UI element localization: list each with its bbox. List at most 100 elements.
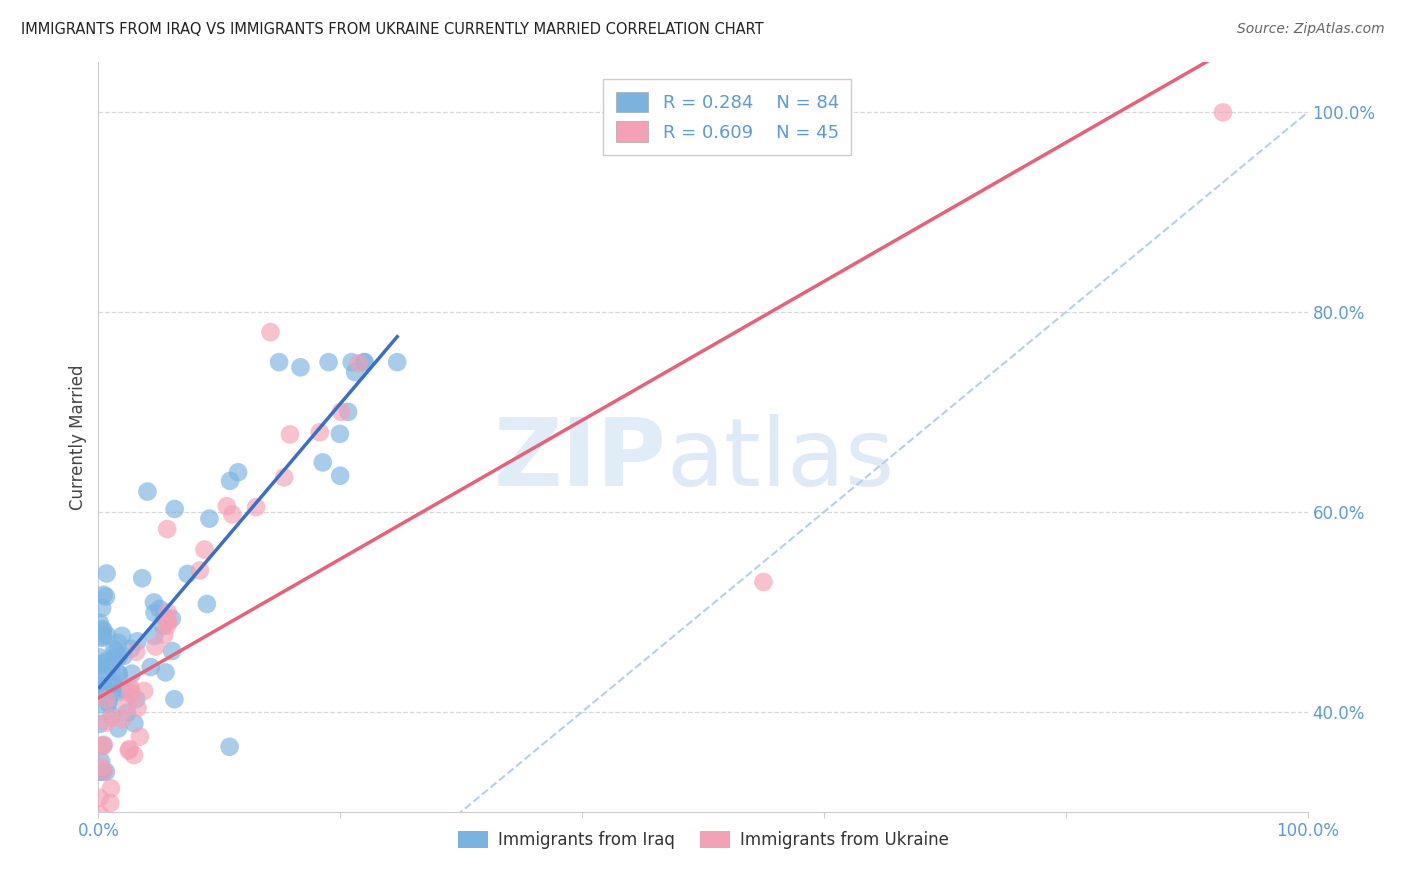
- Text: ZIP: ZIP: [494, 414, 666, 506]
- Point: [121, 666, 143, 681]
- Point: [340, 355, 363, 369]
- Point: [97, 694, 120, 708]
- Point: [245, 500, 267, 515]
- Point: [91, 764, 114, 779]
- Point: [752, 574, 775, 589]
- Point: [127, 634, 149, 648]
- Point: [111, 712, 134, 726]
- Point: [100, 677, 122, 691]
- Point: [96, 628, 118, 642]
- Point: [136, 484, 159, 499]
- Point: [120, 686, 142, 700]
- Point: [118, 742, 141, 756]
- Legend: Immigrants from Iraq, Immigrants from Ukraine: Immigrants from Iraq, Immigrants from Uk…: [451, 824, 955, 855]
- Point: [104, 676, 127, 690]
- Point: [89, 682, 111, 697]
- Point: [98, 796, 121, 810]
- Point: [89, 790, 111, 805]
- Point: [100, 781, 122, 796]
- Point: [122, 748, 145, 763]
- Point: [347, 356, 370, 370]
- Point: [143, 629, 166, 643]
- Point: [329, 405, 352, 419]
- Point: [221, 508, 243, 522]
- Point: [188, 564, 211, 578]
- Point: [93, 588, 115, 602]
- Point: [218, 739, 240, 754]
- Point: [90, 755, 112, 769]
- Point: [90, 817, 112, 831]
- Point: [163, 502, 186, 516]
- Point: [89, 650, 111, 665]
- Point: [143, 606, 166, 620]
- Point: [115, 706, 138, 720]
- Y-axis label: Currently Married: Currently Married: [69, 364, 87, 510]
- Point: [90, 760, 112, 774]
- Point: [89, 698, 111, 712]
- Point: [353, 355, 375, 369]
- Point: [96, 692, 118, 706]
- Point: [104, 645, 127, 659]
- Text: IMMIGRANTS FROM IRAQ VS IMMIGRANTS FROM UKRAINE CURRENTLY MARRIED CORRELATION CH: IMMIGRANTS FROM IRAQ VS IMMIGRANTS FROM …: [21, 22, 763, 37]
- Point: [344, 365, 367, 379]
- Text: Source: ZipAtlas.com: Source: ZipAtlas.com: [1237, 22, 1385, 37]
- Point: [91, 601, 114, 615]
- Point: [89, 658, 111, 673]
- Point: [115, 698, 138, 713]
- Point: [91, 739, 114, 753]
- Point: [100, 708, 122, 723]
- Point: [91, 624, 114, 638]
- Point: [156, 618, 179, 632]
- Point: [91, 679, 114, 693]
- Point: [107, 685, 129, 699]
- Point: [387, 355, 409, 369]
- Point: [107, 649, 129, 664]
- Point: [93, 764, 115, 779]
- Point: [100, 660, 122, 674]
- Point: [134, 684, 156, 698]
- Point: [156, 605, 179, 619]
- Point: [290, 360, 312, 375]
- Point: [157, 615, 180, 629]
- Point: [127, 701, 149, 715]
- Point: [120, 680, 142, 694]
- Point: [114, 682, 136, 697]
- Point: [337, 405, 360, 419]
- Text: atlas: atlas: [666, 414, 896, 506]
- Point: [193, 542, 215, 557]
- Point: [100, 711, 122, 725]
- Point: [91, 630, 114, 644]
- Point: [139, 660, 162, 674]
- Point: [91, 622, 114, 636]
- Point: [107, 722, 129, 736]
- Point: [89, 680, 111, 694]
- Point: [112, 648, 135, 663]
- Point: [219, 474, 242, 488]
- Point: [160, 644, 183, 658]
- Point: [96, 665, 118, 680]
- Point: [89, 764, 111, 779]
- Point: [129, 730, 152, 744]
- Point: [318, 355, 340, 369]
- Point: [103, 642, 125, 657]
- Point: [90, 663, 112, 677]
- Point: [107, 666, 129, 681]
- Point: [124, 716, 146, 731]
- Point: [91, 631, 114, 645]
- Point: [329, 426, 352, 441]
- Point: [329, 468, 352, 483]
- Point: [155, 665, 177, 680]
- Point: [152, 618, 174, 632]
- Point: [195, 597, 218, 611]
- Point: [89, 716, 111, 731]
- Point: [94, 715, 117, 730]
- Point: [94, 590, 117, 604]
- Point: [267, 355, 290, 369]
- Point: [103, 685, 125, 699]
- Point: [97, 697, 120, 711]
- Point: [89, 615, 111, 630]
- Point: [273, 470, 295, 484]
- Point: [90, 739, 112, 754]
- Point: [308, 425, 330, 440]
- Point: [111, 629, 134, 643]
